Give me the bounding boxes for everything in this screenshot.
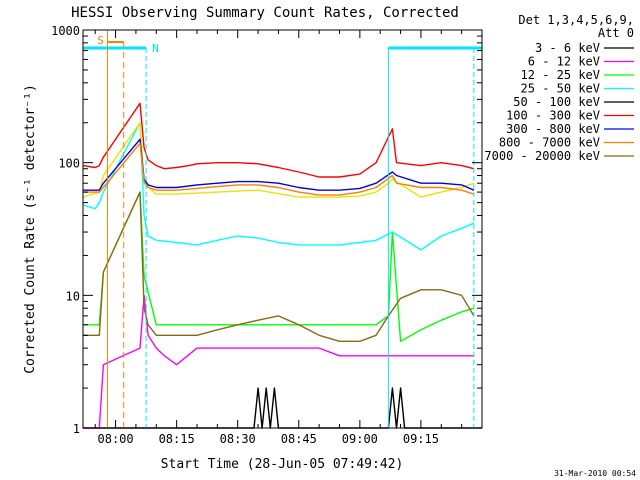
flag-marks: SN (83, 30, 482, 428)
y-axis: 1 10 100 1000 (51, 24, 482, 436)
x-axis-label: Start Time (28-Jun-05 07:49:42) (161, 457, 404, 472)
s-flag-label: S (97, 34, 104, 47)
x-tick-label: 09:15 (403, 432, 439, 446)
legend-label: 6 - 12 keV (528, 55, 600, 69)
legend-header-line-1: Det 1,3,4,5,6,9, (518, 13, 634, 27)
series-line-4 (82, 121, 475, 198)
x-tick-label: 08:00 (98, 432, 134, 446)
x-axis: 08:00 08:15 08:30 08:45 09:00 09:15 (94, 30, 463, 446)
x-tick-label: 08:45 (281, 432, 317, 446)
y-axis-label: Corrected Count Rate (s⁻¹ detector⁻¹) (23, 84, 38, 374)
chart-title: HESSI Observing Summary Count Rates, Cor… (71, 5, 459, 21)
x-tick-label: 08:15 (159, 432, 195, 446)
series-line-0 (83, 387, 482, 429)
plot-frame (82, 29, 483, 429)
timestamp: 31-Mar-2010 00:54 (554, 469, 636, 478)
y-tick-label: 1000 (51, 24, 80, 38)
y-tick-label: 100 (58, 157, 80, 171)
legend-label: 25 - 50 keV (521, 82, 600, 96)
x-tick-label: 08:30 (220, 432, 256, 446)
legend-label: 100 - 300 keV (506, 109, 600, 123)
x-tick-label: 09:00 (342, 432, 378, 446)
series-line-5 (82, 102, 475, 178)
series-line-7 (83, 142, 475, 196)
series-line-3 (82, 121, 475, 251)
y-tick-label: 1 (73, 422, 80, 436)
plot-lines (82, 102, 482, 429)
series-line-8 (83, 191, 475, 342)
y-tick-label: 10 (66, 289, 80, 303)
legend-label: 7000 - 20000 keV (484, 149, 600, 163)
legend-label: 50 - 100 keV (513, 95, 600, 109)
legend-label: 300 - 800 keV (506, 122, 600, 136)
legend-label: 12 - 25 keV (521, 68, 600, 82)
legend-label: 3 - 6 keV (535, 41, 600, 55)
n-flag-label: N (152, 42, 159, 55)
legend-label: 800 - 7000 keV (499, 136, 600, 150)
series-line-1 (83, 294, 474, 429)
legend-header-line-2: Att 0 (598, 26, 634, 40)
